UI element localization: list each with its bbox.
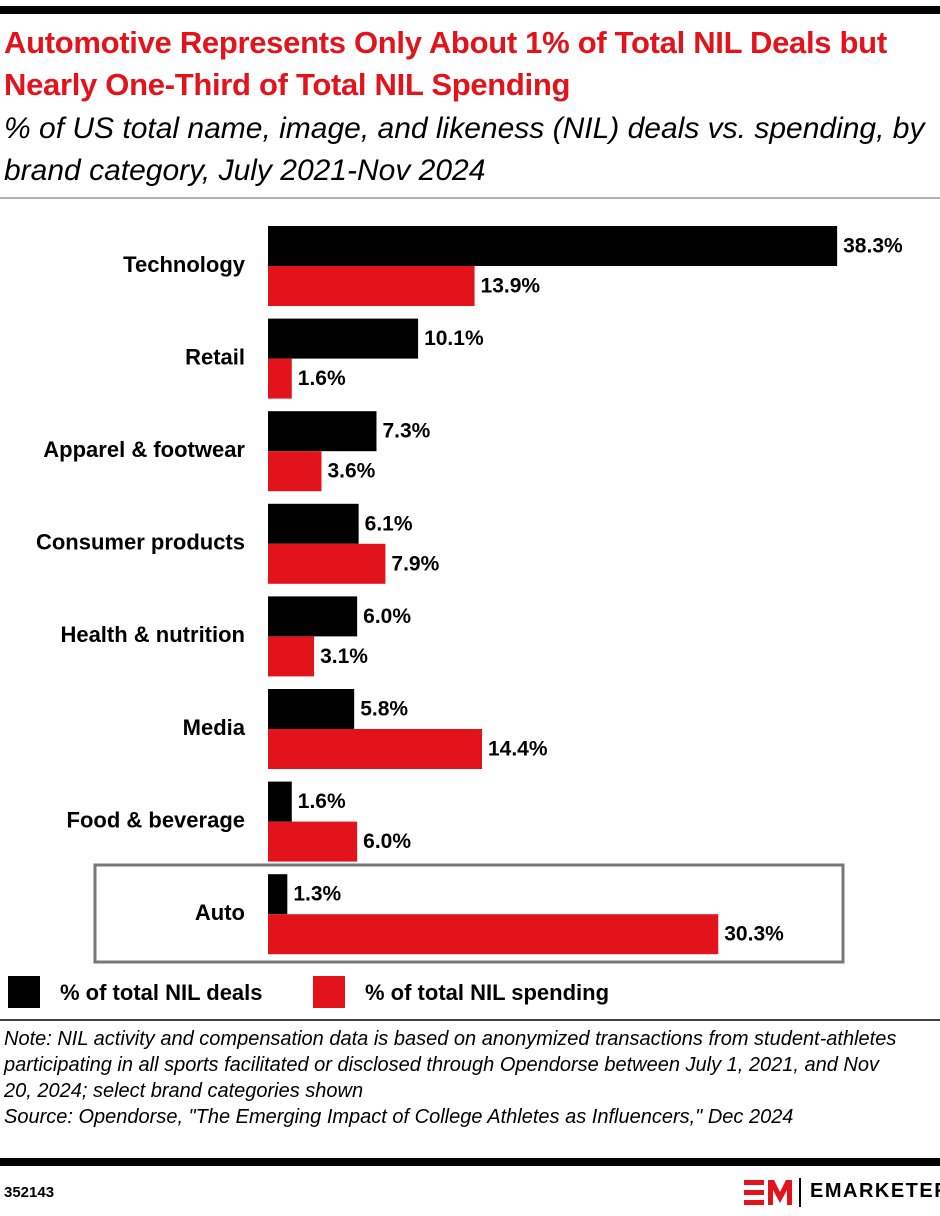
bar (268, 358, 292, 399)
legend-label: % of total NIL spending (365, 980, 610, 1005)
value-label: 3.6% (327, 460, 375, 483)
category-label: Consumer products (36, 530, 245, 555)
value-label: 14.4% (488, 738, 548, 761)
bar (268, 451, 322, 492)
bar (268, 689, 355, 729)
legend-swatch (8, 976, 40, 1008)
value-label: 6.0% (363, 830, 411, 853)
value-label: 7.3% (382, 420, 430, 443)
category-label: Technology (123, 252, 246, 277)
bottom-rule (0, 1158, 940, 1166)
chart-id: 352143 (4, 1184, 55, 1201)
source: Source: Opendorse, "The Emerging Impact … (4, 1106, 794, 1128)
chart-title: Automotive Represents Only About 1% of T… (4, 25, 887, 102)
category-label: Apparel & footwear (43, 437, 245, 462)
category-label: Health & nutrition (60, 622, 245, 647)
bar (268, 411, 377, 452)
bar (268, 266, 475, 306)
value-label: 10.1% (424, 327, 484, 350)
note: Note: NIL activity and compensation data… (4, 1028, 897, 1102)
bar (268, 636, 315, 677)
legend-label: % of total NIL deals (60, 980, 263, 1005)
chart-subtitle: % of US total name, image, and likeness … (4, 112, 925, 187)
bar (268, 596, 358, 637)
category-label: Retail (185, 344, 245, 369)
value-label: 1.6% (298, 367, 346, 390)
value-label: 1.6% (298, 790, 346, 813)
brand-logo (744, 1178, 801, 1207)
bar (268, 914, 719, 955)
category-label: Media (183, 715, 246, 740)
category-label: Food & beverage (67, 807, 245, 832)
value-label: 3.1% (320, 645, 368, 668)
bar (268, 503, 359, 544)
bar (268, 318, 419, 359)
category-label: Auto (195, 900, 245, 925)
legend-swatch (313, 976, 345, 1008)
bar (268, 874, 288, 915)
value-label: 13.9% (481, 275, 541, 298)
brand-name: EMARKETER (810, 1180, 940, 1202)
value-label: 5.8% (360, 698, 408, 721)
bar (268, 226, 838, 266)
bar (268, 821, 358, 862)
value-label: 7.9% (391, 552, 439, 575)
value-label: 6.0% (363, 605, 411, 628)
top-rule (0, 6, 940, 14)
bar (268, 781, 292, 822)
value-label: 6.1% (365, 512, 413, 535)
bar (268, 729, 482, 769)
value-label: 30.3% (724, 923, 784, 946)
bar (268, 543, 386, 584)
highlight-box (93, 863, 845, 964)
value-label: 1.3% (293, 883, 341, 906)
value-label: 38.3% (843, 235, 903, 258)
